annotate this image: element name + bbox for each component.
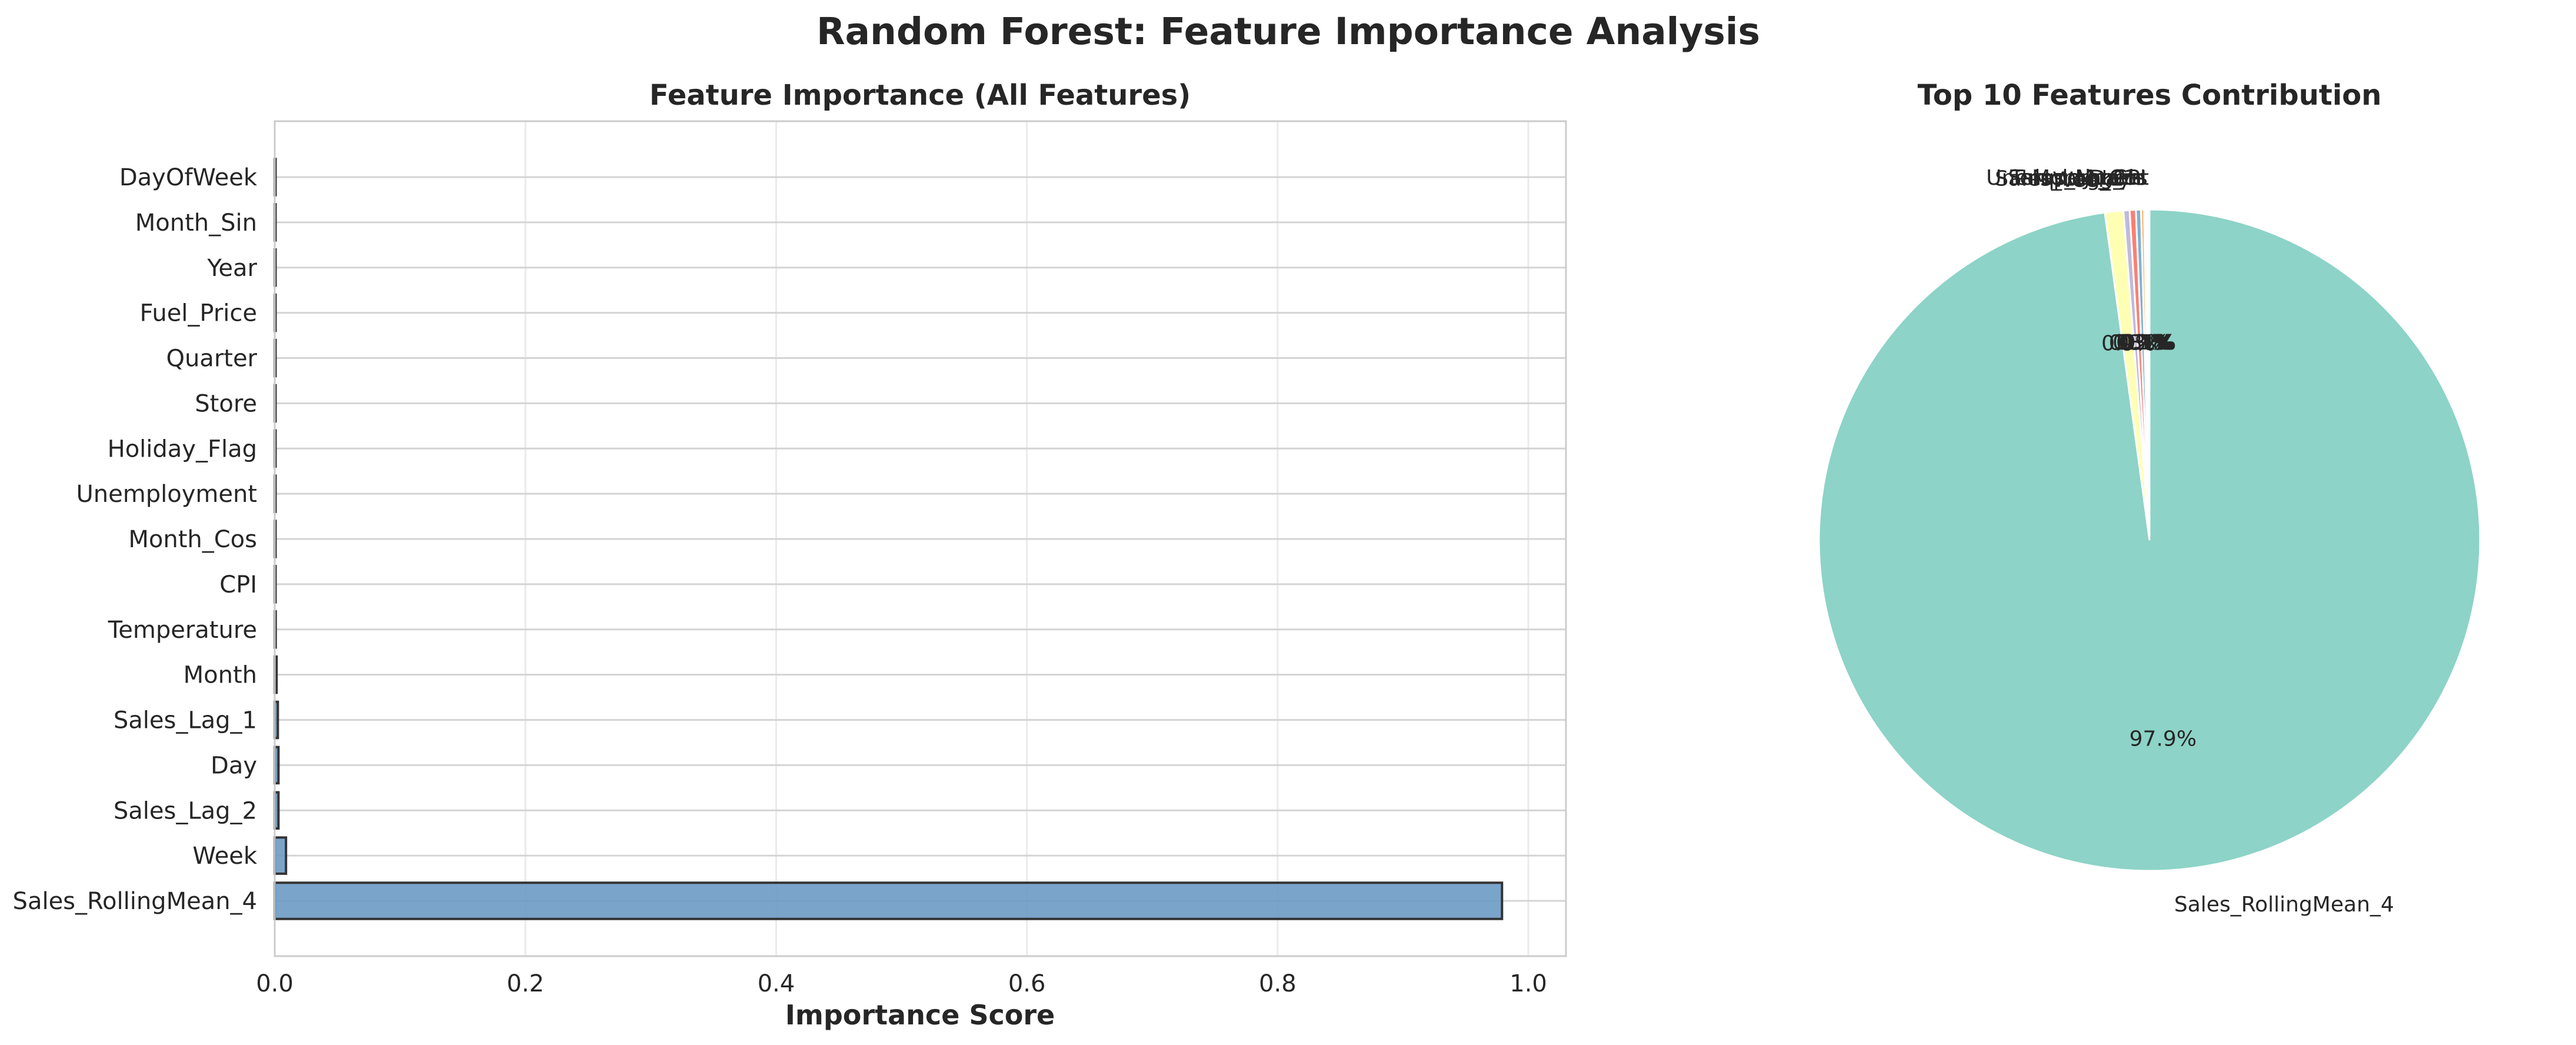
y-tick-label: DayOfWeek [119, 164, 258, 191]
pie-category-label: Month_Cos [2032, 166, 2148, 190]
y-tick-label: Month [184, 662, 257, 689]
pie-chart-labels: Sales_RollingMean_4 97.9% Week 0.9% Sales_La… [1986, 166, 2394, 917]
bar-chart-gridlines [274, 121, 1566, 956]
pie-percent-label: 97.9% [2130, 727, 2197, 751]
y-tick-label: Sales_Lag_2 [114, 797, 257, 824]
bar-chart-title: Feature Importance (All Features) [649, 79, 1191, 112]
bar-chart-x-tick-labels: 0.0 0.2 0.4 0.6 0.8 1.0 [256, 970, 1547, 997]
pie-category-label: Temperature [2010, 166, 2144, 190]
bar-chart-y-tick-labels: Sales_RollingMean_4 Week Sales_Lag_2 Day Sal… [13, 164, 258, 915]
pie-category-label: Sales_Lag_2 [1995, 167, 2124, 191]
pie-category-label: Sales_RollingMean_4 [2174, 893, 2394, 917]
pie-category-label: Week [2052, 168, 2111, 192]
pie-category-label: Sales_Lag_1 [2008, 166, 2138, 190]
pie-category-label: Month [2075, 166, 2142, 190]
x-tick-label: 0.6 [1008, 970, 1046, 997]
pie-chart-slices [1818, 208, 2481, 872]
pie-percent-label: 0.3% [2112, 331, 2166, 355]
y-tick-label: CPI [219, 571, 257, 598]
pie-slice-sales-rollingmean-4 [1818, 208, 2481, 872]
pie-category-label: Day [2089, 167, 2131, 191]
pie-percent-label: 0.1% [2118, 331, 2172, 355]
bar-chart-frame [274, 120, 1567, 957]
pie-percent-label: 0.9% [2101, 332, 2155, 356]
pie-chart-panel: Top 10 Features Contribution Sales_Rolli… [1818, 79, 2481, 917]
y-tick-label: Month_Cos [128, 526, 257, 553]
pie-category-label: Unemployment [1986, 166, 2149, 190]
pie-chart-title: Top 10 Features Contribution [1918, 79, 2382, 112]
y-tick-label: Store [195, 390, 257, 417]
y-tick-label: Holiday_Flag [108, 435, 257, 462]
y-tick-label: Year [206, 255, 257, 282]
pie-percent-label: 0.1% [2122, 331, 2176, 355]
figure-title: Random Forest: Feature Importance Analys… [817, 10, 1760, 53]
y-tick-label: Week [192, 843, 257, 870]
pie-percent-label: 0.1% [2120, 331, 2174, 355]
pie-percent-label: 0.1% [2121, 331, 2174, 355]
x-tick-label: 1.0 [1509, 970, 1547, 997]
bar-chart-x-axis-label: Importance Score [785, 999, 1055, 1031]
y-tick-label: Sales_RollingMean_4 [13, 888, 257, 915]
pie-slice-unemployment [2147, 208, 2151, 541]
pie-percent-label: 0.2% [2116, 331, 2170, 355]
y-tick-label: Day [211, 752, 257, 779]
pie-percent-label: 0.3% [2109, 331, 2162, 355]
x-tick-label: 0.4 [758, 970, 795, 997]
bar-sales-rollingmean-4 [274, 881, 1504, 920]
y-tick-label: Quarter [166, 345, 257, 372]
y-tick-label: Month_Sin [135, 209, 257, 237]
y-tick-label: Temperature [108, 617, 257, 644]
y-tick-label: Sales_Lag_1 [114, 707, 257, 734]
y-tick-label: Fuel_Price [140, 300, 257, 327]
bar-chart-panel: Feature Importance (All Features) Sales_… [13, 79, 1567, 1031]
pie-category-label: CPI [2112, 166, 2146, 190]
bar-week [274, 836, 288, 875]
x-tick-label: 0.8 [1259, 970, 1297, 997]
pie-percent-label: 0.1% [2122, 331, 2175, 355]
y-tick-label: Unemployment [76, 481, 257, 508]
x-tick-label: 0.2 [506, 970, 544, 997]
x-tick-label: 0.0 [256, 970, 294, 997]
